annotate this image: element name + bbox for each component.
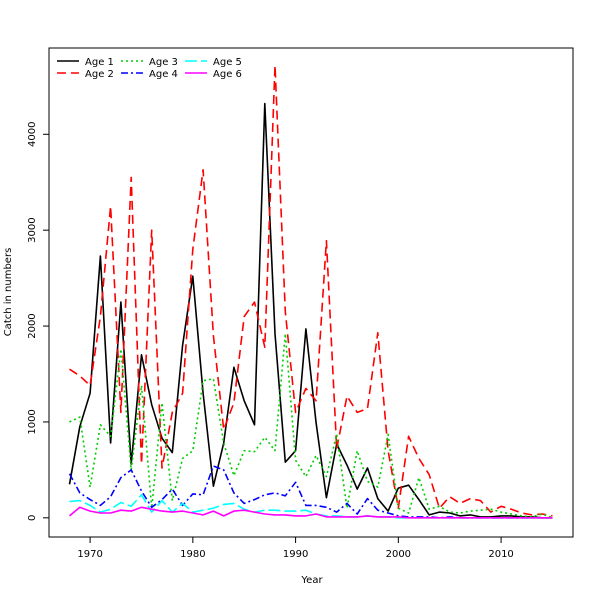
y-axis-title: Catch in numbers — [3, 248, 14, 337]
x-axis: 1970 1980 1990 2000 2010 — [77, 536, 514, 560]
x-tick-label: 2000 — [386, 549, 411, 560]
x-tick-label: 1970 — [77, 549, 102, 560]
series-line-age-6 — [68, 506, 553, 519]
x-tick-label: 1990 — [283, 549, 308, 560]
y-tick-label: 1000 — [27, 409, 38, 434]
legend-label-age-5: Age 5 — [213, 57, 242, 68]
series-line-age-4 — [68, 465, 553, 519]
x-tick-label: 2010 — [488, 549, 513, 560]
x-tick-label: 1980 — [180, 549, 205, 560]
y-tick-label: 2000 — [27, 313, 38, 338]
plot-frame — [48, 47, 574, 538]
series-line-age-2 — [69, 64, 553, 517]
legend-label-age-6: Age 6 — [213, 69, 242, 80]
series-line-age-3 — [69, 332, 553, 519]
y-axis: 0 1000 2000 3000 4000 — [27, 122, 50, 521]
y-tick-label: 3000 — [27, 217, 38, 242]
legend-label-age-1: Age 1 — [85, 57, 114, 68]
y-tick-label: 0 — [27, 515, 38, 521]
x-axis-title: Year — [300, 575, 323, 586]
series-line-age-1 — [68, 102, 553, 519]
series-layer — [68, 64, 553, 519]
y-tick-label: 4000 — [27, 122, 38, 147]
legend-label-age-3: Age 3 — [149, 57, 178, 68]
legend-label-age-2: Age 2 — [85, 69, 114, 80]
legend-label-age-4: Age 4 — [149, 69, 178, 80]
